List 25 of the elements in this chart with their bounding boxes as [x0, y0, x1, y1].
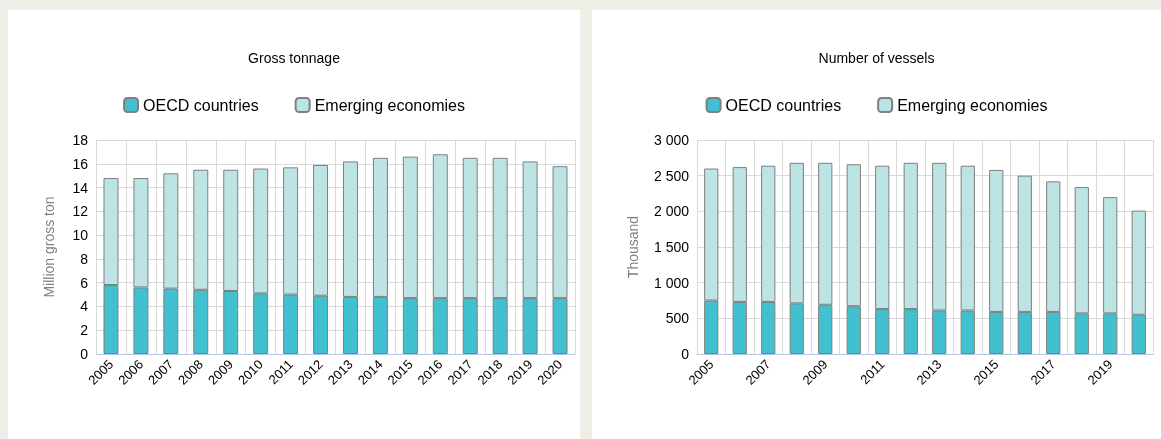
- y-tick-label: 2 000: [653, 203, 690, 220]
- legend-label: Emerging economies: [314, 96, 465, 114]
- legend-label: OECD countries: [143, 96, 259, 114]
- y-axis-title: Thousand: [625, 215, 641, 279]
- y-tick-label: 500: [665, 310, 690, 327]
- legend-label: Emerging economies: [897, 96, 1048, 114]
- y-tick-label: 18: [72, 132, 89, 148]
- y-tick-label: 2 500: [653, 167, 690, 184]
- y-tick-label: 14: [72, 179, 89, 196]
- y-tick-label: 3 000: [653, 132, 690, 148]
- y-tick-label: 10: [72, 227, 89, 244]
- y-axis-title: Million gross ton: [41, 196, 57, 298]
- y-tick-label: 16: [72, 155, 89, 172]
- y-tick-label: 0: [80, 346, 89, 362]
- legend-label: OECD countries: [725, 96, 842, 114]
- y-tick-label: 1 500: [653, 239, 690, 255]
- y-tick-label: 8: [80, 250, 89, 267]
- y-tick-label: 6: [80, 274, 89, 291]
- y-tick-label: 4: [80, 298, 89, 315]
- y-tick-label: 0: [681, 346, 690, 362]
- y-tick-label: 12: [72, 203, 89, 220]
- y-tick-label: 1 000: [653, 274, 690, 291]
- y-tick-label: 2: [80, 322, 89, 339]
- chart-title: Number of vessels: [818, 50, 935, 66]
- chart-title: Gross tonnage: [248, 50, 341, 66]
